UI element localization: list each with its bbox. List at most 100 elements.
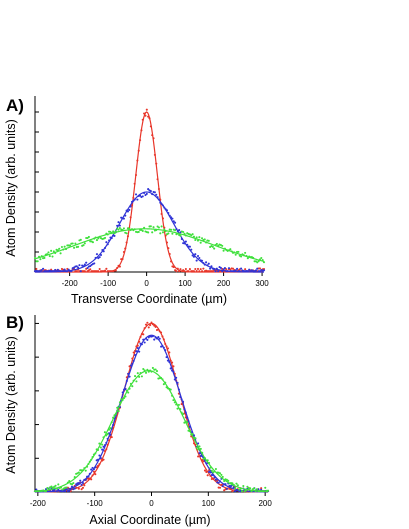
data-point xyxy=(55,490,58,493)
data-point xyxy=(172,266,175,269)
data-point xyxy=(198,445,201,448)
data-point xyxy=(229,248,232,251)
data-point xyxy=(134,193,138,196)
data-point xyxy=(118,401,122,404)
data-point xyxy=(196,239,200,242)
data-point xyxy=(194,253,197,256)
data-point xyxy=(258,258,262,261)
data-point xyxy=(89,265,92,268)
data-point xyxy=(236,267,239,270)
data-point xyxy=(91,241,94,244)
data-point xyxy=(73,246,76,249)
data-point xyxy=(173,378,176,381)
data-point xyxy=(258,270,262,273)
data-point xyxy=(183,408,186,411)
data-point xyxy=(126,210,129,213)
data-point xyxy=(131,362,134,365)
data-point xyxy=(94,452,97,455)
data-point xyxy=(124,395,127,398)
data-point xyxy=(206,264,209,267)
data-point xyxy=(157,336,160,339)
data-point xyxy=(47,488,50,491)
data-point xyxy=(234,253,237,256)
data-point xyxy=(210,265,213,268)
data-point xyxy=(147,370,150,373)
data-point xyxy=(171,361,174,364)
data-point xyxy=(175,270,178,273)
data-point xyxy=(70,485,74,488)
data-point xyxy=(151,193,154,196)
data-point xyxy=(187,270,190,273)
data-point xyxy=(246,257,249,260)
data-point xyxy=(254,269,257,272)
data-point xyxy=(246,270,249,273)
data-point xyxy=(195,236,198,239)
data-point xyxy=(149,190,152,193)
data-point xyxy=(156,196,159,199)
data-point xyxy=(252,256,255,260)
fit-curve xyxy=(34,334,269,493)
data-point xyxy=(205,241,208,244)
data-point xyxy=(65,488,68,491)
data-point xyxy=(184,267,187,271)
data-point xyxy=(161,231,165,234)
data-point xyxy=(66,481,69,484)
data-point xyxy=(199,241,202,244)
data-point xyxy=(183,270,186,273)
data-point xyxy=(137,149,140,152)
data-point xyxy=(184,234,187,237)
data-point xyxy=(172,220,175,223)
data-point xyxy=(181,412,185,416)
data-point xyxy=(248,268,251,271)
data-point xyxy=(92,468,95,471)
data-point xyxy=(83,270,86,273)
data-point xyxy=(104,269,107,272)
data-point xyxy=(245,489,248,492)
data-point xyxy=(151,323,154,326)
data-point xyxy=(196,267,200,271)
data-point xyxy=(227,479,230,482)
data-point xyxy=(152,226,155,229)
data-point xyxy=(209,267,212,270)
data-point xyxy=(165,241,169,244)
data-point xyxy=(105,267,108,270)
data-point xyxy=(143,191,146,195)
data-point xyxy=(92,470,95,473)
data-point xyxy=(174,221,177,224)
data-point xyxy=(125,389,128,392)
data-point xyxy=(215,242,218,245)
data-point xyxy=(54,268,57,271)
data-point xyxy=(136,159,139,162)
data-point xyxy=(113,414,116,417)
data-point xyxy=(112,230,115,233)
data-point xyxy=(197,455,200,458)
data-point xyxy=(92,453,95,456)
data-point xyxy=(214,468,217,471)
data-point xyxy=(186,416,189,419)
data-point xyxy=(81,486,85,489)
data-point xyxy=(101,448,104,451)
data-point xyxy=(237,250,240,253)
data-point xyxy=(101,248,104,252)
data-point xyxy=(186,421,189,424)
data-point xyxy=(64,490,67,493)
data-point xyxy=(146,338,149,341)
data-layer xyxy=(33,321,270,493)
data-point xyxy=(84,478,87,481)
data-point xyxy=(149,125,152,128)
data-point xyxy=(101,443,104,446)
data-point xyxy=(147,115,150,118)
data-point xyxy=(181,400,185,403)
data-point xyxy=(197,442,200,445)
data-point xyxy=(36,260,39,263)
data-point xyxy=(161,345,164,348)
data-point xyxy=(52,270,55,273)
data-point xyxy=(103,449,106,453)
data-point xyxy=(56,249,59,252)
data-point xyxy=(157,187,160,191)
data-point xyxy=(89,268,92,271)
data-point xyxy=(161,217,165,220)
data-point xyxy=(160,331,163,334)
data-point xyxy=(56,268,59,271)
data-point xyxy=(155,370,159,373)
